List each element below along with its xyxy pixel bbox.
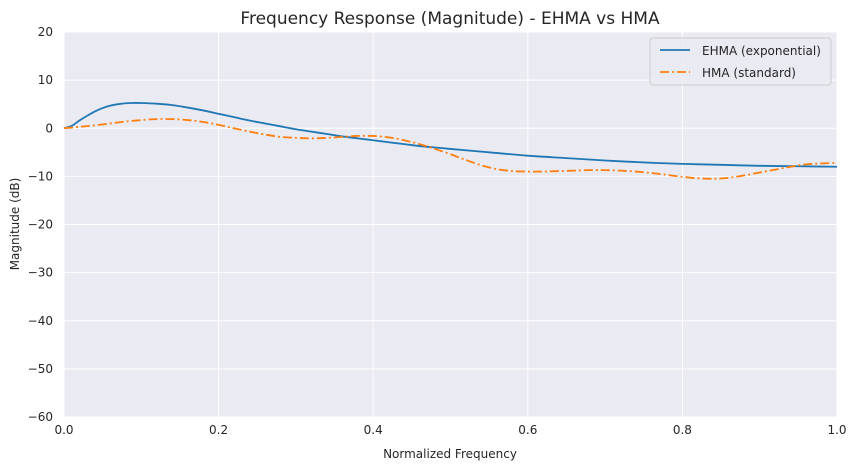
legend-label-hma: HMA (standard) [702, 66, 796, 80]
y-tick-label: −40 [28, 314, 53, 328]
y-tick-label: 20 [38, 25, 53, 39]
x-tick-label: 0.4 [364, 423, 383, 437]
y-tick-label: 10 [38, 73, 53, 87]
legend-box [649, 37, 832, 86]
legend: EHMA (exponential) HMA (standard) [649, 37, 832, 86]
x-tick-label: 0.2 [209, 423, 228, 437]
y-tick-label: −30 [28, 266, 53, 280]
x-tick-label: 0.6 [518, 423, 537, 437]
x-axis-label: Normalized Frequency [383, 447, 517, 461]
series-layer [63, 102, 838, 180]
x-tick-label: 1.0 [827, 423, 846, 437]
hma-line [63, 118, 838, 180]
y-tick-label: 0 [45, 121, 53, 135]
y-tick-label: −50 [28, 362, 53, 376]
grid-lines [63, 31, 838, 418]
x-tick-label: 0.8 [673, 423, 692, 437]
y-axis-label: Magnitude (dB) [8, 178, 22, 271]
y-tick-label: −10 [28, 169, 53, 183]
x-tick-label: 0.0 [54, 423, 73, 437]
y-tick-label: −20 [28, 218, 53, 232]
legend-label-ehma: EHMA (exponential) [702, 44, 821, 58]
ehma-line [63, 102, 838, 168]
y-tick-labels: −60 −50 −40 −30 −20 −10 0 10 20 [28, 25, 53, 424]
x-tick-labels: 0.0 0.2 0.4 0.6 0.8 1.0 [54, 423, 846, 437]
y-tick-label: −60 [28, 410, 53, 424]
chart-title: Frequency Response (Magnitude) - EHMA vs… [240, 9, 660, 29]
